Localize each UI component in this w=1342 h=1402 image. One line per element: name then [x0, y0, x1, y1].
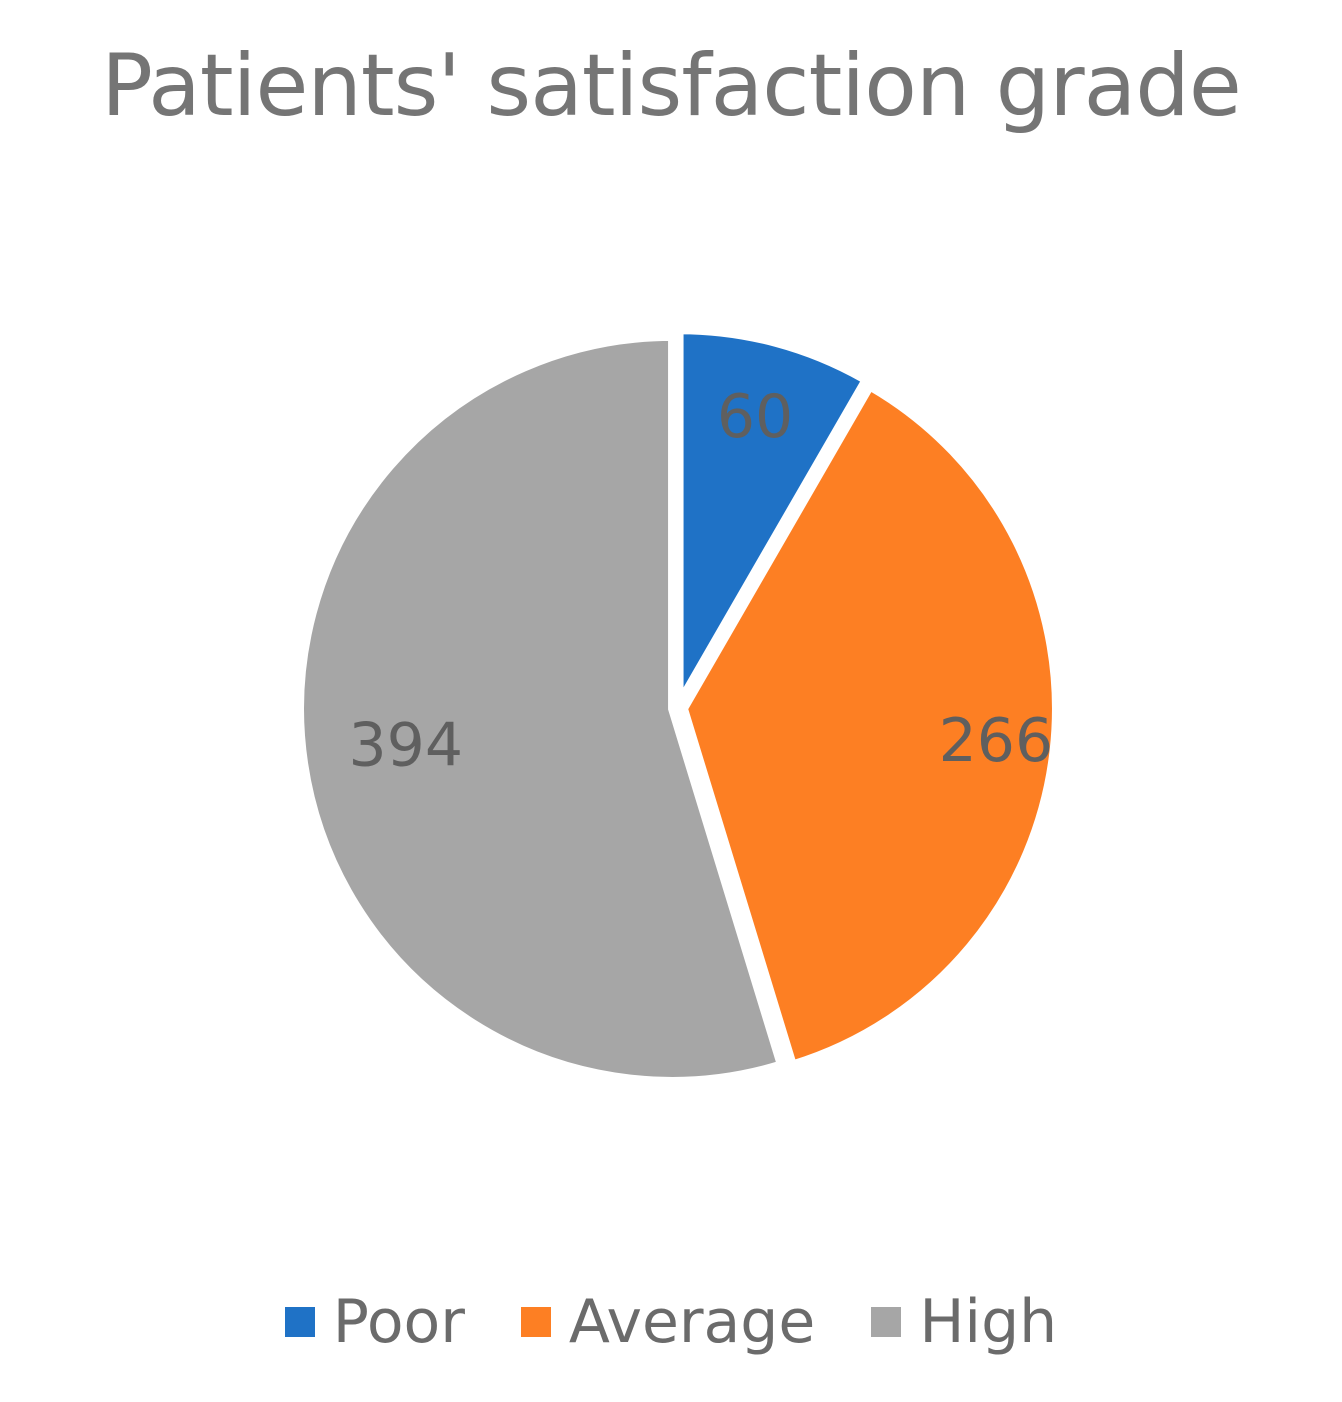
legend-item-high: High [871, 1287, 1057, 1357]
legend-swatch-poor [284, 1307, 315, 1337]
chart-title: Patients' satisfaction grade [101, 36, 1242, 136]
data-label-average: 266 [939, 706, 1054, 776]
legend-item-average: Average [520, 1287, 816, 1357]
legend: Poor Average High [0, 1282, 1342, 1362]
legend-label-high: High [919, 1287, 1058, 1357]
legend-swatch-high [871, 1307, 902, 1337]
legend-label-poor: Poor [332, 1287, 465, 1357]
pie-slice-high [296, 332, 786, 1085]
data-label-high: 394 [348, 710, 463, 780]
legend-swatch-average [520, 1307, 551, 1337]
legend-item-poor: Poor [284, 1287, 465, 1357]
data-label-poor: 60 [717, 382, 793, 452]
pie-slice-poor [675, 326, 872, 718]
pie-slice-average [679, 381, 1060, 1070]
legend-label-average: Average [568, 1287, 816, 1357]
